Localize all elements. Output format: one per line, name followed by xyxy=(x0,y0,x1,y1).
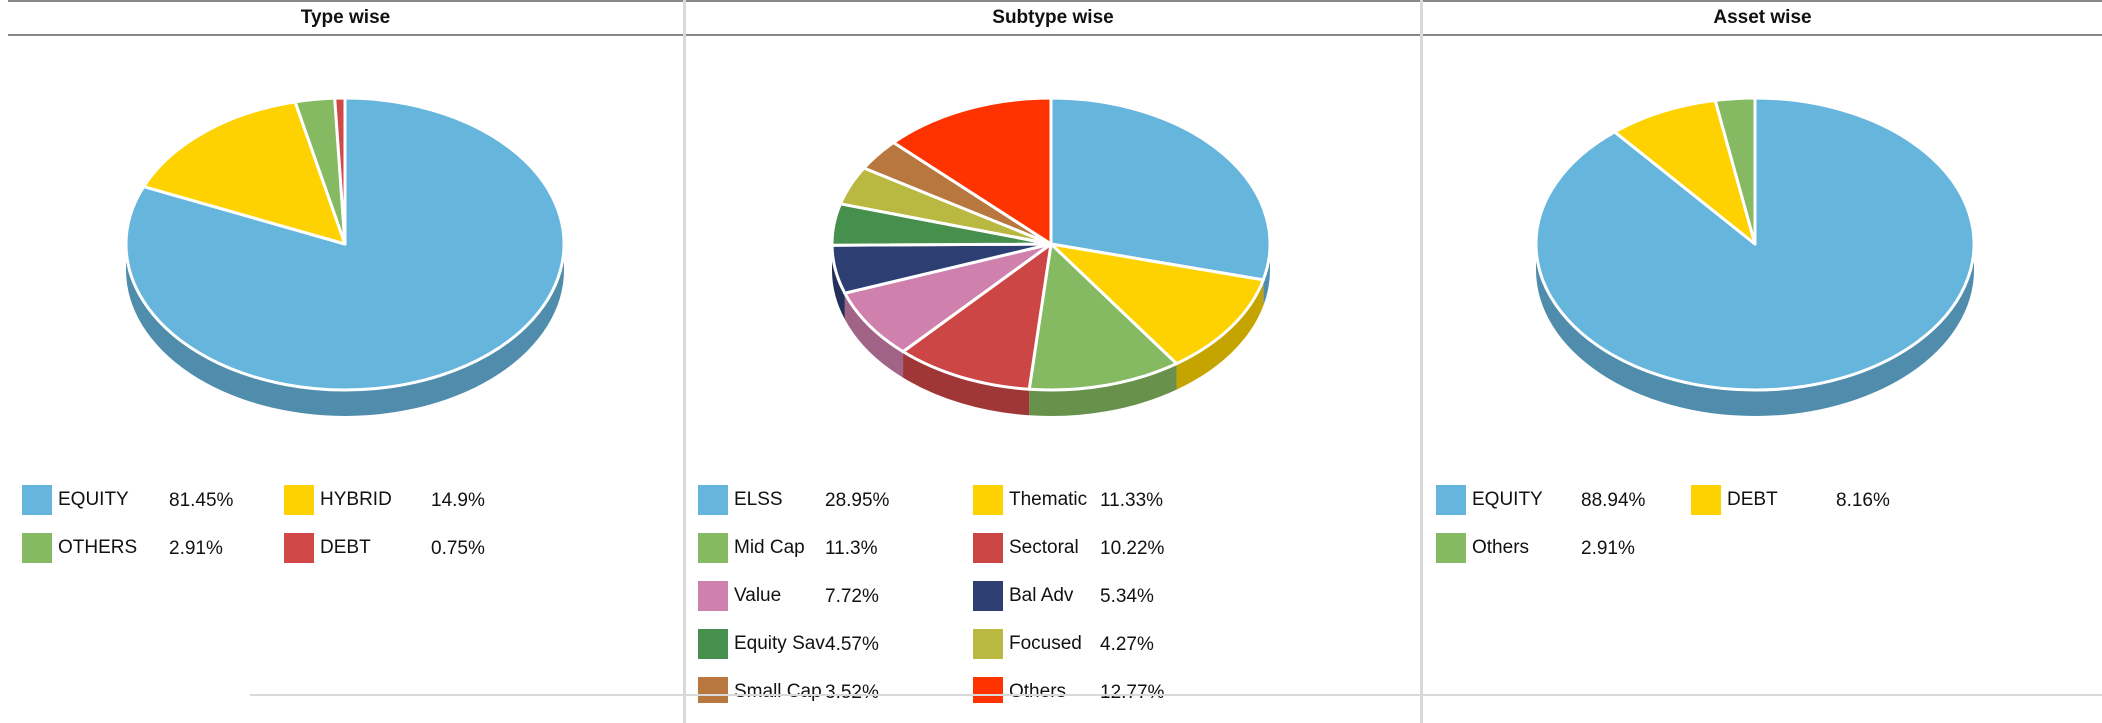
pie-slice-thematic[interactable] xyxy=(1049,242,1265,366)
legend-item-others[interactable]: Others 12.77% xyxy=(973,677,1238,703)
legend-value: 8.16% xyxy=(1836,490,1890,511)
legend-swatch xyxy=(973,581,1003,611)
legend-item-value[interactable]: Value 7.72% xyxy=(698,581,963,611)
legend-item-equity[interactable]: EQUITY 81.45% xyxy=(22,485,274,515)
legend-value: 11.33% xyxy=(1100,490,1164,511)
legend-value: 3.52% xyxy=(825,682,879,703)
legend-value: 5.34% xyxy=(1100,586,1154,607)
legend-value: 11.3% xyxy=(825,538,878,559)
legend-swatch xyxy=(973,677,1003,703)
legend-swatch xyxy=(22,485,52,515)
subtype-wise-pie xyxy=(830,96,1272,416)
subtype-wise-legend: ELSS 28.95% Thematic 11.33% Mid Cap 11.3% Sect… xyxy=(686,0,1420,703)
legend-item-elss[interactable]: ELSS 28.95% xyxy=(698,485,963,515)
legend-swatch xyxy=(973,533,1003,563)
legend-label: EQUITY xyxy=(1472,489,1543,510)
legend-item-focused[interactable]: Focused 4.27% xyxy=(973,629,1238,659)
legend-item-thematic[interactable]: Thematic 11.33% xyxy=(973,485,1238,515)
legend-value: 12.77% xyxy=(1100,682,1165,703)
legend-value: 4.27% xyxy=(1100,634,1154,655)
legend-swatch xyxy=(284,485,314,515)
legend-item-equity-sav[interactable]: Equity Sav 4.57% xyxy=(698,629,963,659)
legend-value: 2.91% xyxy=(1581,538,1635,559)
legend-swatch xyxy=(698,629,728,659)
legend-item-debt[interactable]: DEBT 8.16% xyxy=(1691,485,1936,515)
type-wise-panel: Type wise EQUITY 81.45% HYBRID 14.9% OTHERS 2… xyxy=(8,0,683,723)
legend-item-others[interactable]: Others 2.91% xyxy=(1436,533,1681,563)
legend-label: Small Cap xyxy=(734,681,822,702)
legend-item-equity[interactable]: EQUITY 88.94% xyxy=(1436,485,1681,515)
legend-value: 2.91% xyxy=(169,538,223,559)
legend-swatch xyxy=(1436,485,1466,515)
legend-label: EQUITY xyxy=(58,489,129,510)
pie-side-mid-cap xyxy=(1029,363,1177,416)
pie-slice-others[interactable] xyxy=(1713,96,1757,246)
legend-label: HYBRID xyxy=(320,489,392,510)
pie-slice-hybrid[interactable] xyxy=(142,100,347,246)
legend-item-small-cap[interactable]: Small Cap 3.52% xyxy=(698,677,963,703)
legend-value: 88.94% xyxy=(1581,490,1646,511)
legend-swatch xyxy=(973,485,1003,515)
legend-item-others[interactable]: OTHERS 2.91% xyxy=(22,533,274,563)
legend-label: Focused xyxy=(1009,633,1082,654)
pie-slice-elss[interactable] xyxy=(1049,96,1272,282)
legend-label: Bal Adv xyxy=(1009,585,1074,606)
pie-slice-debt[interactable] xyxy=(1613,98,1757,246)
legend-label: OTHERS xyxy=(58,537,138,558)
bottom-divider xyxy=(250,694,2102,696)
legend-value: 7.72% xyxy=(825,586,879,607)
subtype-wise-panel: Subtype wise ELSS 28.95% Thematic 11.33% Mid… xyxy=(686,0,1420,723)
pie-slice-debt[interactable] xyxy=(333,96,347,246)
panel-divider-2 xyxy=(1420,0,1423,723)
legend-item-hybrid[interactable]: HYBRID 14.9% xyxy=(284,485,536,515)
asset-wise-pie xyxy=(1534,96,1976,416)
type-wise-pie xyxy=(124,96,566,416)
pie-side-value xyxy=(844,293,904,378)
legend-label: Mid Cap xyxy=(734,537,805,558)
legend-label: DEBT xyxy=(1727,489,1778,510)
legend-swatch xyxy=(698,581,728,611)
legend-value: 28.95% xyxy=(825,490,890,511)
asset-wise-panel: Asset wise EQUITY 88.94% DEBT 8.16% Others 2.… xyxy=(1423,0,2102,723)
legend-swatch xyxy=(1691,485,1721,515)
legend-value: 14.9% xyxy=(431,490,485,511)
legend-value: 81.45% xyxy=(169,490,234,511)
legend-label: Value xyxy=(734,585,782,606)
legend-swatch xyxy=(284,533,314,563)
asset-wise-title: Asset wise xyxy=(1423,0,2102,36)
legend-label: DEBT xyxy=(320,537,371,558)
pie-slice-sectoral[interactable] xyxy=(901,242,1053,391)
legend-label: Sectoral xyxy=(1009,537,1079,558)
type-wise-title: Type wise xyxy=(8,0,683,36)
legend-label: ELSS xyxy=(734,489,783,510)
legend-swatch xyxy=(1436,533,1466,563)
legend-value: 4.57% xyxy=(825,634,879,655)
legend-swatch xyxy=(698,677,728,703)
subtype-wise-title: Subtype wise xyxy=(686,0,1420,36)
pie-slice-mid-cap[interactable] xyxy=(1027,242,1179,392)
panel-divider-1 xyxy=(683,0,686,723)
legend-item-bal-adv[interactable]: Bal Adv 5.34% xyxy=(973,581,1238,611)
pie-side-equity xyxy=(1536,244,1974,416)
legend-item-sectoral[interactable]: Sectoral 10.22% xyxy=(973,533,1238,563)
pie-side-equity xyxy=(126,244,564,416)
pie-side-thematic xyxy=(1176,279,1264,390)
legend-swatch xyxy=(973,629,1003,659)
legend-item-debt[interactable]: DEBT 0.75% xyxy=(284,533,536,563)
legend-label: Equity Sav xyxy=(734,633,825,654)
legend-label: Others xyxy=(1009,681,1067,702)
pie-side-elss xyxy=(1263,244,1270,306)
pie-side-sectoral xyxy=(903,351,1030,416)
pie-slice-others[interactable] xyxy=(892,96,1053,246)
legend-label: Others xyxy=(1472,537,1530,558)
legend-swatch xyxy=(698,485,728,515)
legend-value: 10.22% xyxy=(1100,538,1165,559)
legend-label: Thematic xyxy=(1009,489,1088,510)
legend-item-mid-cap[interactable]: Mid Cap 11.3% xyxy=(698,533,963,563)
legend-swatch xyxy=(698,533,728,563)
legend-value: 0.75% xyxy=(431,538,485,559)
legend-swatch xyxy=(22,533,52,563)
